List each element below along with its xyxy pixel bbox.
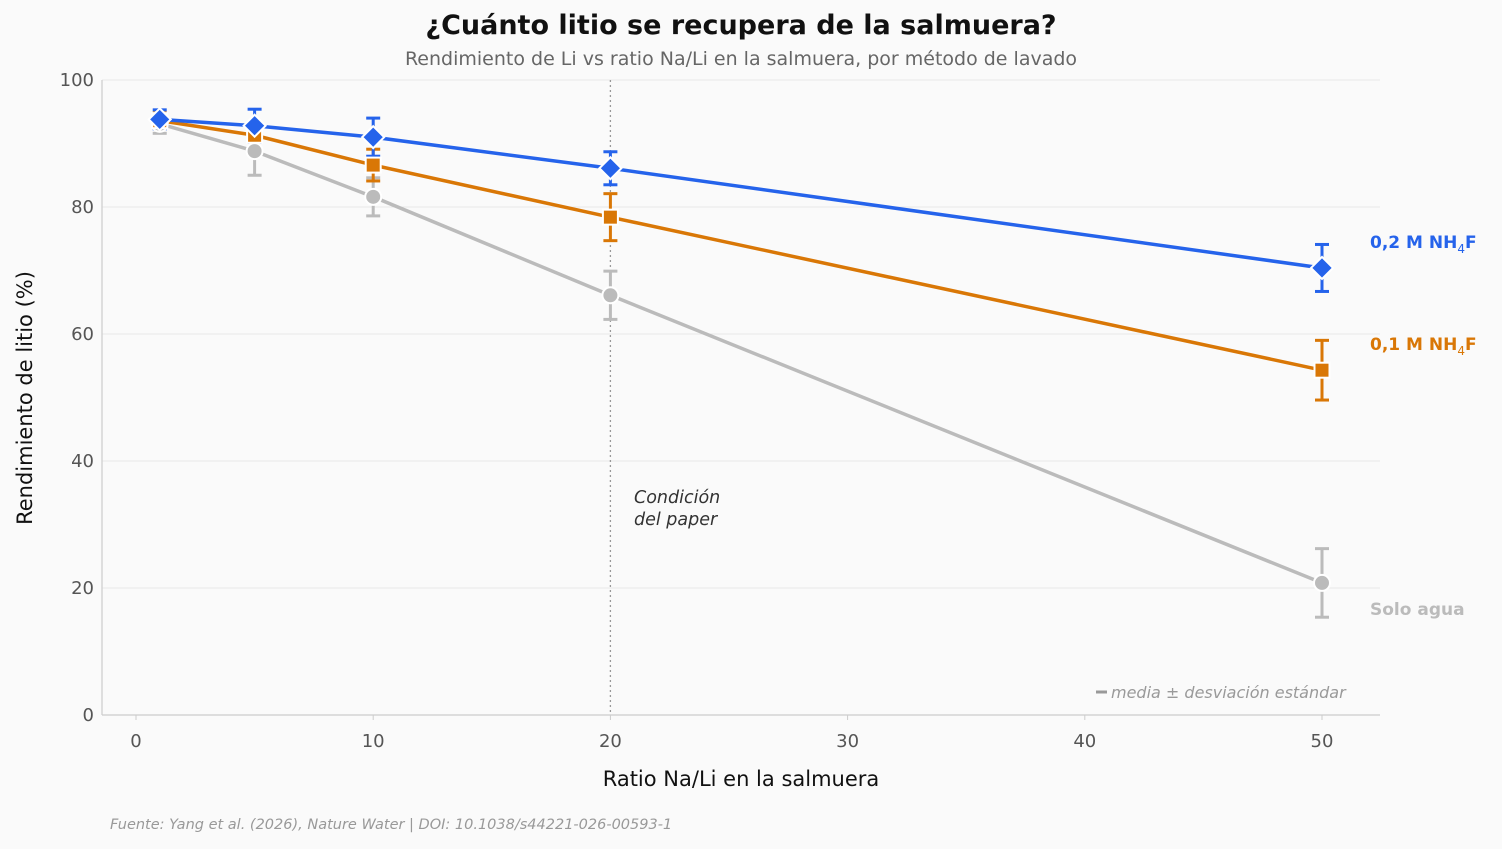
circle-marker xyxy=(601,286,620,305)
chart-subtitle: Rendimiento de Li vs ratio Na/Li en la s… xyxy=(404,48,1078,70)
source-note: Fuente: Yang et al. (2026), Nature Water… xyxy=(110,817,673,833)
y-tick-label: 20 xyxy=(71,578,94,599)
x-tick-label: 20 xyxy=(599,731,622,752)
square-marker xyxy=(1313,361,1331,379)
y-tick-label: 40 xyxy=(71,451,94,472)
error-legend-note: media ± desviación estándar xyxy=(1111,683,1347,702)
diamond-marker xyxy=(242,113,268,139)
series-label: 0,2 M NH4F xyxy=(1370,233,1477,256)
square-marker xyxy=(601,208,619,226)
diamond-marker xyxy=(147,106,173,132)
circle-marker xyxy=(364,187,383,206)
diamond-marker xyxy=(1309,255,1335,281)
y-tick-label: 0 xyxy=(83,705,94,726)
circle-marker xyxy=(1313,573,1331,592)
paper-condition-label: Condición xyxy=(634,488,720,508)
y-tick-label: 60 xyxy=(71,324,94,345)
series-label: 0,1 M NH4F xyxy=(1370,335,1477,358)
x-tick-label: 10 xyxy=(362,731,385,752)
x-tick-label: 30 xyxy=(836,731,859,752)
chart-title: ¿Cuánto litio se recupera de la salmuera… xyxy=(425,10,1057,41)
square-marker xyxy=(364,156,382,174)
diamond-marker xyxy=(597,155,623,181)
paper-condition-label: del paper xyxy=(634,510,719,530)
x-axis-label: Ratio Na/Li en la salmuera xyxy=(603,767,880,791)
circle-marker xyxy=(245,142,264,161)
series-label: Solo agua xyxy=(1370,600,1465,620)
y-axis-label: Rendimiento de litio (%) xyxy=(13,271,37,525)
y-tick-label: 80 xyxy=(71,197,94,218)
x-tick-label: 50 xyxy=(1311,731,1334,752)
x-tick-label: 40 xyxy=(1073,731,1096,752)
series-line xyxy=(159,118,1323,372)
y-tick-label: 100 xyxy=(60,70,94,91)
x-tick-label: 0 xyxy=(130,731,141,752)
series-line xyxy=(159,122,1323,585)
diamond-marker xyxy=(360,124,386,150)
